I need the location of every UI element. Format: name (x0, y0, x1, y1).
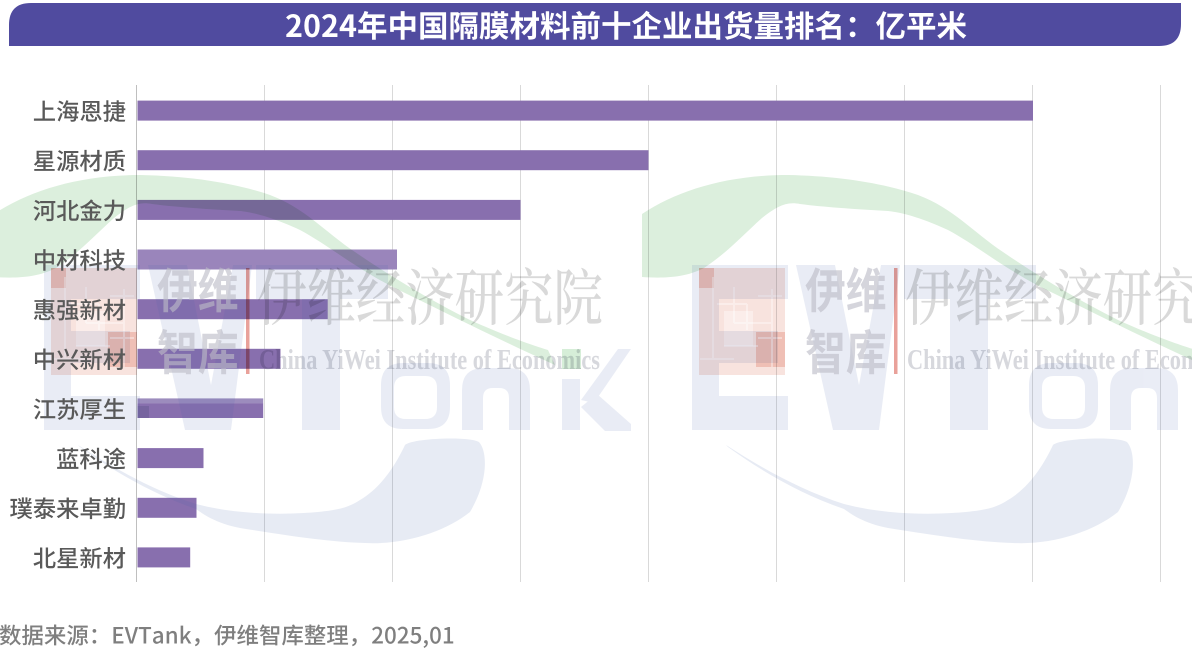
svg-text:China YiWei Institute of Econo: China YiWei Institute of Economics (259, 345, 600, 376)
svg-text:China YiWei Institute of Econo: China YiWei Institute of Economics (907, 345, 1192, 376)
